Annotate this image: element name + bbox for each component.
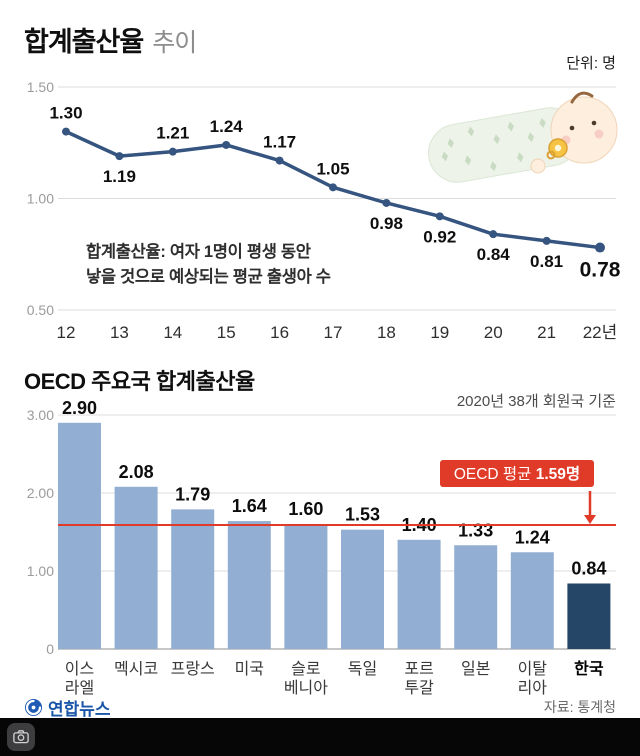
y-tick-label: 1.00 <box>27 191 54 207</box>
y-tick-label: 2.00 <box>27 485 54 501</box>
x-tick-label: 19 <box>430 323 449 342</box>
definition-note: 합계출산율: 여자 1명이 평생 동안 낳을 것으로 예상되는 평균 출생아 수 <box>86 240 331 290</box>
y-tick-label: 1.50 <box>27 79 54 95</box>
data-point <box>222 140 231 149</box>
x-tick-label: 20 <box>484 323 503 342</box>
x-tick-label: 21 <box>537 323 556 342</box>
value-label: 0.84 <box>571 558 606 578</box>
value-label: 0.98 <box>370 214 403 233</box>
y-tick-label: 1.00 <box>27 563 54 579</box>
category-label: 프랑스 <box>171 660 215 678</box>
y-tick-label: 0.50 <box>27 302 54 318</box>
reference-badge <box>440 460 594 487</box>
note-line-1: 합계출산율: 여자 1명이 평생 동안 <box>86 243 311 261</box>
page-title: 합계출산율 <box>24 27 144 57</box>
bar <box>284 524 328 649</box>
category-label: 이탈 리아 <box>518 660 548 697</box>
value-label: 0.92 <box>423 227 456 246</box>
category-label: 멕시코 <box>114 660 158 678</box>
line-chart-svg: 1.50 1.00 0.50 1.30 1.19 1.21 1.24 1.17 1.05 0.98… <box>27 79 621 342</box>
data-point <box>435 212 444 221</box>
value-label: 2.90 <box>62 398 97 418</box>
unit-label: 단위: 명 <box>566 55 616 72</box>
value-label: 1.53 <box>345 505 380 525</box>
bar <box>510 552 554 649</box>
reference-arrow-head <box>584 514 596 524</box>
data-point <box>595 242 605 253</box>
category-label: 한국 <box>574 659 604 678</box>
brand-name: 연합뉴스 <box>48 699 111 719</box>
value-label: 1.05 <box>316 159 349 178</box>
source-label: 자료: 통계청 <box>543 699 616 715</box>
category-label: 독일 <box>348 660 377 678</box>
bar <box>58 422 101 649</box>
data-point <box>168 147 177 156</box>
bar <box>171 509 215 649</box>
camera-icon <box>13 730 29 744</box>
category-label: 포르 투갈 <box>404 661 434 697</box>
bar <box>567 583 611 649</box>
bar <box>341 529 384 649</box>
category-label: 슬로 베니아 <box>284 660 328 697</box>
camera-button[interactable] <box>7 723 35 751</box>
value-label: 0.84 <box>477 245 511 264</box>
x-tick-label: 12 <box>57 323 76 342</box>
value-label: 1.19 <box>103 167 136 186</box>
baby-illustration <box>428 91 618 183</box>
data-point <box>382 198 391 207</box>
data-point <box>115 152 124 161</box>
reference-badge-label: OECD 평균 1.59명 <box>454 465 580 483</box>
oecd-bar-chart: 3.00 2.00 1.00 0 2.90 이스 라엘 2.08 멕시코 1.79 프랑스 1.64 미… <box>24 398 616 698</box>
page-title-sub: 추이 <box>152 29 197 57</box>
x-tick-label: 14 <box>163 323 182 342</box>
value-label: 1.21 <box>156 124 189 143</box>
x-tick-label: 22년 <box>583 323 618 342</box>
value-label: 0.81 <box>530 252 563 271</box>
page-header: 합계출산율 추이 <box>24 20 197 59</box>
y-tick-label: 0 <box>46 641 54 657</box>
basis-label: 2020년 38개 회원국 기준 <box>456 393 616 410</box>
value-label: 1.60 <box>288 499 323 519</box>
data-point <box>542 236 551 245</box>
category-label: 이스 라엘 <box>65 660 94 697</box>
data-point <box>489 230 498 239</box>
value-label: 1.17 <box>263 133 296 152</box>
category-label: 미국 <box>235 660 264 678</box>
x-tick-label: 15 <box>217 323 236 342</box>
yonhap-logo-icon <box>24 698 43 716</box>
bar <box>227 521 271 649</box>
x-tick-label: 18 <box>377 323 396 342</box>
value-label: 1.30 <box>49 104 82 123</box>
value-label: 0.78 <box>580 259 621 282</box>
value-label: 2.08 <box>119 462 154 482</box>
value-label: 1.33 <box>458 520 493 540</box>
baby-hand <box>530 158 546 174</box>
note-line-2: 낳을 것으로 예상되는 평균 출생아 수 <box>86 267 331 286</box>
section2-title: OECD 주요국 합계출산율 <box>24 369 255 394</box>
x-tick-label: 16 <box>270 323 289 342</box>
category-label: 일본 <box>461 660 490 678</box>
data-point <box>275 156 284 165</box>
bar <box>454 545 498 649</box>
x-tick-label: 13 <box>110 323 129 342</box>
bar-chart-svg: 3.00 2.00 1.00 0 2.90 이스 라엘 2.08 멕시코 1.79 프랑스 1.64 미… <box>27 398 616 697</box>
baby-hair <box>570 91 594 104</box>
fertility-trend-chart: 1.50 1.00 0.50 1.30 1.19 1.21 1.24 1.17 1.05 0.98… <box>24 72 621 354</box>
value-label: 1.24 <box>515 527 550 547</box>
value-label: 1.24 <box>210 117 244 136</box>
x-tick-label: 17 <box>324 323 343 342</box>
bar <box>114 486 158 649</box>
y-tick-label: 3.00 <box>27 407 54 423</box>
value-label: 1.64 <box>232 496 267 516</box>
footer: 연합뉴스 자료: 통계청 <box>24 695 616 720</box>
yonhap-logo: 연합뉴스 <box>24 695 111 720</box>
data-point <box>62 127 70 136</box>
data-point <box>329 183 337 192</box>
bar <box>397 539 441 649</box>
viewer-toolbar <box>0 718 640 756</box>
value-label: 1.79 <box>175 484 210 504</box>
